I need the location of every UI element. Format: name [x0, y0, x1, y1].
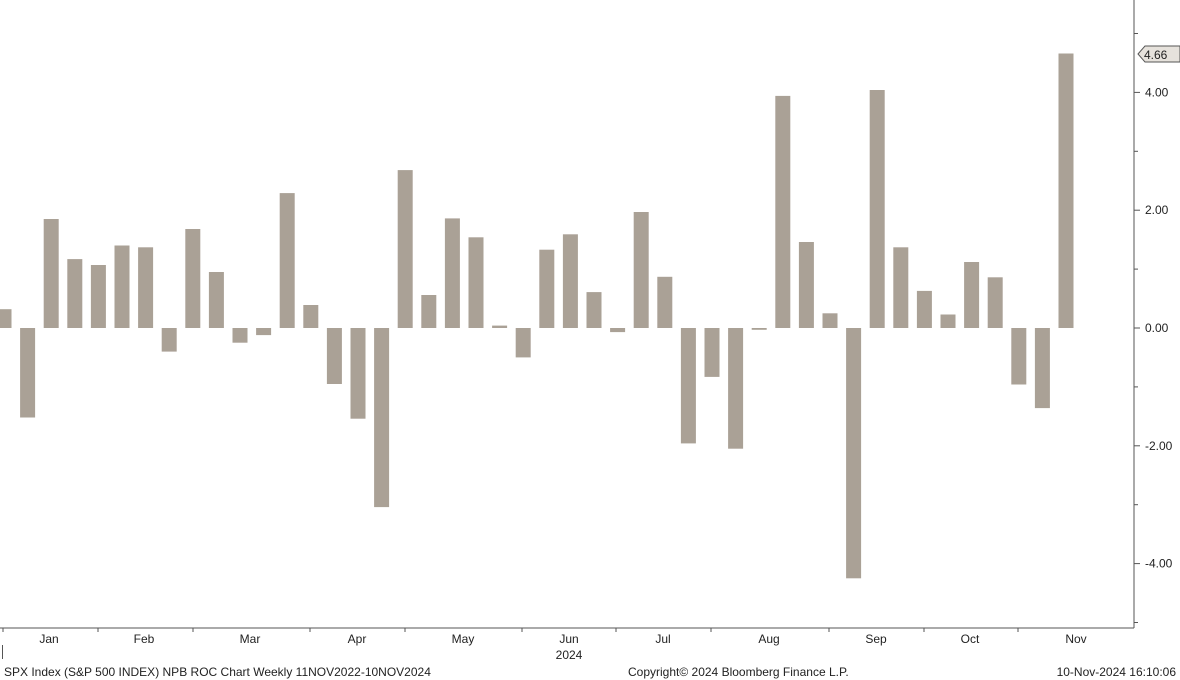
bar — [586, 292, 602, 328]
bar-chart: 4.00 2.00 0.00 -2.00 -4.00 Jan Feb Mar Apr May Ju… — [0, 0, 1180, 661]
x-tick-label: Jul — [655, 632, 670, 646]
x-year-label: 2024 — [556, 648, 583, 661]
bar — [0, 309, 12, 328]
bar — [657, 276, 673, 328]
last-value-marker: 4.66 — [1137, 45, 1180, 63]
bar — [1058, 53, 1074, 328]
bars-group — [0, 53, 1074, 579]
bar — [444, 218, 460, 328]
bar — [67, 259, 83, 328]
bar — [515, 328, 531, 358]
x-tick-label: Apr — [348, 632, 367, 646]
bar — [822, 313, 838, 328]
bar — [185, 229, 201, 328]
last-value-label: 4.66 — [1144, 48, 1168, 62]
bar — [964, 262, 980, 328]
y-tick-label: -2.00 — [1145, 439, 1173, 453]
y-tick-label: -4.00 — [1145, 557, 1173, 571]
bar — [539, 249, 555, 328]
bar — [633, 212, 649, 328]
bar — [326, 328, 342, 384]
y-tick-label: 4.00 — [1145, 85, 1169, 99]
x-tick-label: Oct — [961, 632, 980, 646]
bar — [114, 245, 130, 328]
bar — [893, 247, 909, 328]
x-tick-label: Aug — [758, 632, 779, 646]
bar — [138, 247, 154, 328]
bar — [350, 328, 366, 419]
bar — [940, 314, 956, 328]
bar — [468, 237, 484, 328]
footer-copyright: Copyright© 2024 Bloomberg Finance L.P. — [628, 665, 849, 679]
y-axis: 4.00 2.00 0.00 -2.00 -4.00 — [1133, 0, 1173, 628]
bar — [846, 328, 862, 579]
bar — [798, 242, 814, 328]
x-tick-label: Jan — [39, 632, 58, 646]
bar — [751, 328, 767, 330]
x-tick-label: Feb — [134, 632, 155, 646]
bar — [90, 265, 106, 328]
bar — [279, 193, 295, 328]
x-tick-label: Nov — [1065, 632, 1086, 646]
x-tick-label: May — [452, 632, 475, 646]
x-axis: Jan Feb Mar Apr May Jun Jul Aug Sep Oct Nov 2024 — [0, 627, 1134, 661]
bar — [374, 328, 390, 508]
bar — [610, 328, 626, 333]
bar — [421, 295, 437, 328]
bar — [869, 90, 885, 328]
bar — [704, 328, 720, 377]
bar — [728, 328, 744, 449]
bar — [303, 305, 319, 328]
bar — [680, 328, 696, 444]
footer-timestamp: 10-Nov-2024 16:10:06 — [1056, 665, 1176, 679]
x-tick-label: Sep — [865, 632, 887, 646]
footer: SPX Index (S&P 500 INDEX) NPB ROC Chart … — [0, 645, 1180, 680]
y-tick-label: 0.00 — [1145, 321, 1169, 335]
x-tick-label: Jun — [559, 632, 578, 646]
bar — [20, 328, 36, 418]
bar — [987, 277, 1003, 328]
footer-source: SPX Index (S&P 500 INDEX) NPB ROC Chart … — [4, 665, 431, 679]
footer-tick — [2, 645, 3, 659]
bar — [1034, 328, 1050, 409]
bar — [1011, 328, 1027, 385]
bar — [161, 328, 177, 352]
bar — [775, 95, 791, 329]
bar — [916, 290, 932, 328]
x-tick-label: Mar — [240, 632, 261, 646]
bar — [208, 272, 224, 328]
bar — [492, 325, 508, 328]
y-tick-label: 2.00 — [1145, 203, 1169, 217]
bar — [256, 328, 272, 336]
bar — [232, 328, 248, 343]
bar — [562, 234, 578, 328]
bar — [43, 219, 59, 328]
bar — [397, 170, 413, 328]
